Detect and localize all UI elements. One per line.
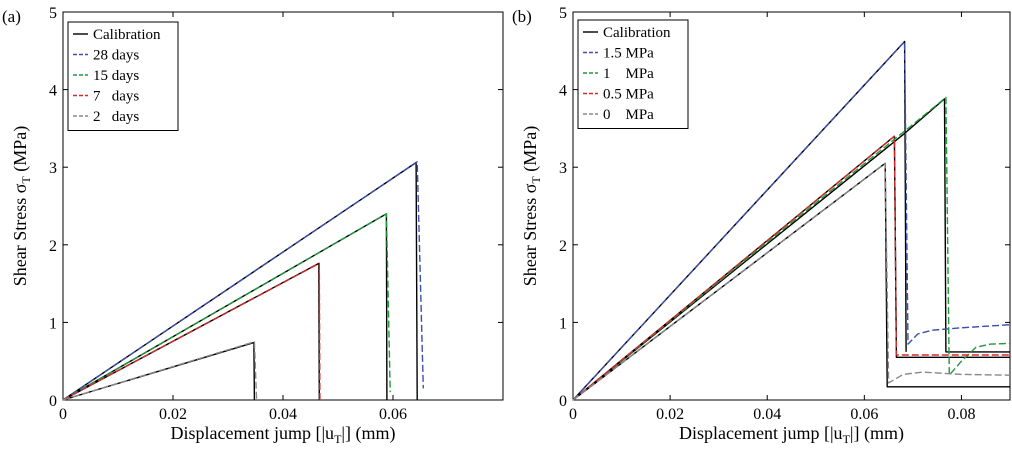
y-tick-label: 5 bbox=[559, 5, 567, 22]
series-line-1_5-mpa bbox=[572, 40, 1011, 401]
x-tick-label: 0 bbox=[59, 406, 67, 423]
y-tick-label: 2 bbox=[559, 238, 567, 255]
panel-label: (b) bbox=[512, 7, 532, 26]
legend-label: 15 days bbox=[93, 68, 139, 84]
x-tick-label: 0.02 bbox=[656, 406, 684, 423]
y-tick-label: 5 bbox=[49, 5, 57, 22]
y-tick-label: 1 bbox=[49, 315, 57, 332]
series-line-28-days bbox=[62, 161, 424, 401]
legend-label: 0 MPa bbox=[603, 107, 654, 123]
x-tick-label: 0.06 bbox=[379, 406, 407, 423]
panel-label: (a) bbox=[2, 7, 21, 26]
x-tick-label: 0.04 bbox=[753, 406, 781, 423]
y-tick-label: 2 bbox=[49, 238, 57, 255]
x-axis-label: Displacement jump [|uT|] (mm) bbox=[170, 423, 395, 446]
y-axis-label: Shear Stress σT (MPa) bbox=[10, 126, 33, 287]
y-axis-label: Shear Stress σT (MPa) bbox=[520, 126, 543, 287]
series-line-0-mpa bbox=[572, 162, 1011, 401]
series-line-calibration bbox=[62, 341, 256, 401]
legend-label: Calibration bbox=[93, 27, 161, 43]
legend-label: 28 days bbox=[93, 48, 139, 64]
series-line-2-days bbox=[62, 341, 258, 401]
series-line-15-days bbox=[62, 213, 391, 401]
series-line-0_5-mpa bbox=[572, 135, 1010, 401]
legend-label: 0.5 MPa bbox=[603, 87, 654, 103]
chart-panel-b: (b) 0 1 2 3 4 5 0 0.02 0.04 0.06 0.08 Displacement j… bbox=[512, 5, 1011, 446]
x-tick-label: 0.06 bbox=[850, 406, 878, 423]
legend-label: 1.5 MPa bbox=[603, 46, 654, 62]
y-tick-label: 0 bbox=[49, 393, 57, 410]
y-tick-label: 4 bbox=[49, 83, 57, 100]
series-line-7-days bbox=[62, 262, 321, 401]
y-tick-label: 0 bbox=[559, 393, 567, 410]
y-tick-label: 1 bbox=[559, 315, 567, 332]
x-tick-label: 0.04 bbox=[269, 406, 297, 423]
legend-label: 7 days bbox=[93, 89, 139, 105]
legend-label: 2 days bbox=[93, 109, 139, 125]
legend-box bbox=[67, 21, 179, 131]
x-axis-label: Displacement jump [|uT|] (mm) bbox=[679, 423, 904, 446]
series-line-calibration bbox=[572, 98, 1010, 401]
plot-frame bbox=[572, 11, 1011, 401]
legend-label: 1 MPa bbox=[603, 66, 654, 82]
y-tick-label: 3 bbox=[559, 160, 567, 177]
x-tick-label: 0 bbox=[569, 406, 577, 423]
series-line-1-mpa bbox=[572, 96, 1011, 401]
legend-box bbox=[577, 19, 689, 129]
legend-label: Calibration bbox=[603, 25, 671, 41]
x-tick-label: 0.02 bbox=[159, 406, 187, 423]
y-tick-label: 3 bbox=[49, 160, 57, 177]
y-tick-label: 4 bbox=[559, 83, 567, 100]
x-tick-label: 0.08 bbox=[947, 406, 975, 423]
